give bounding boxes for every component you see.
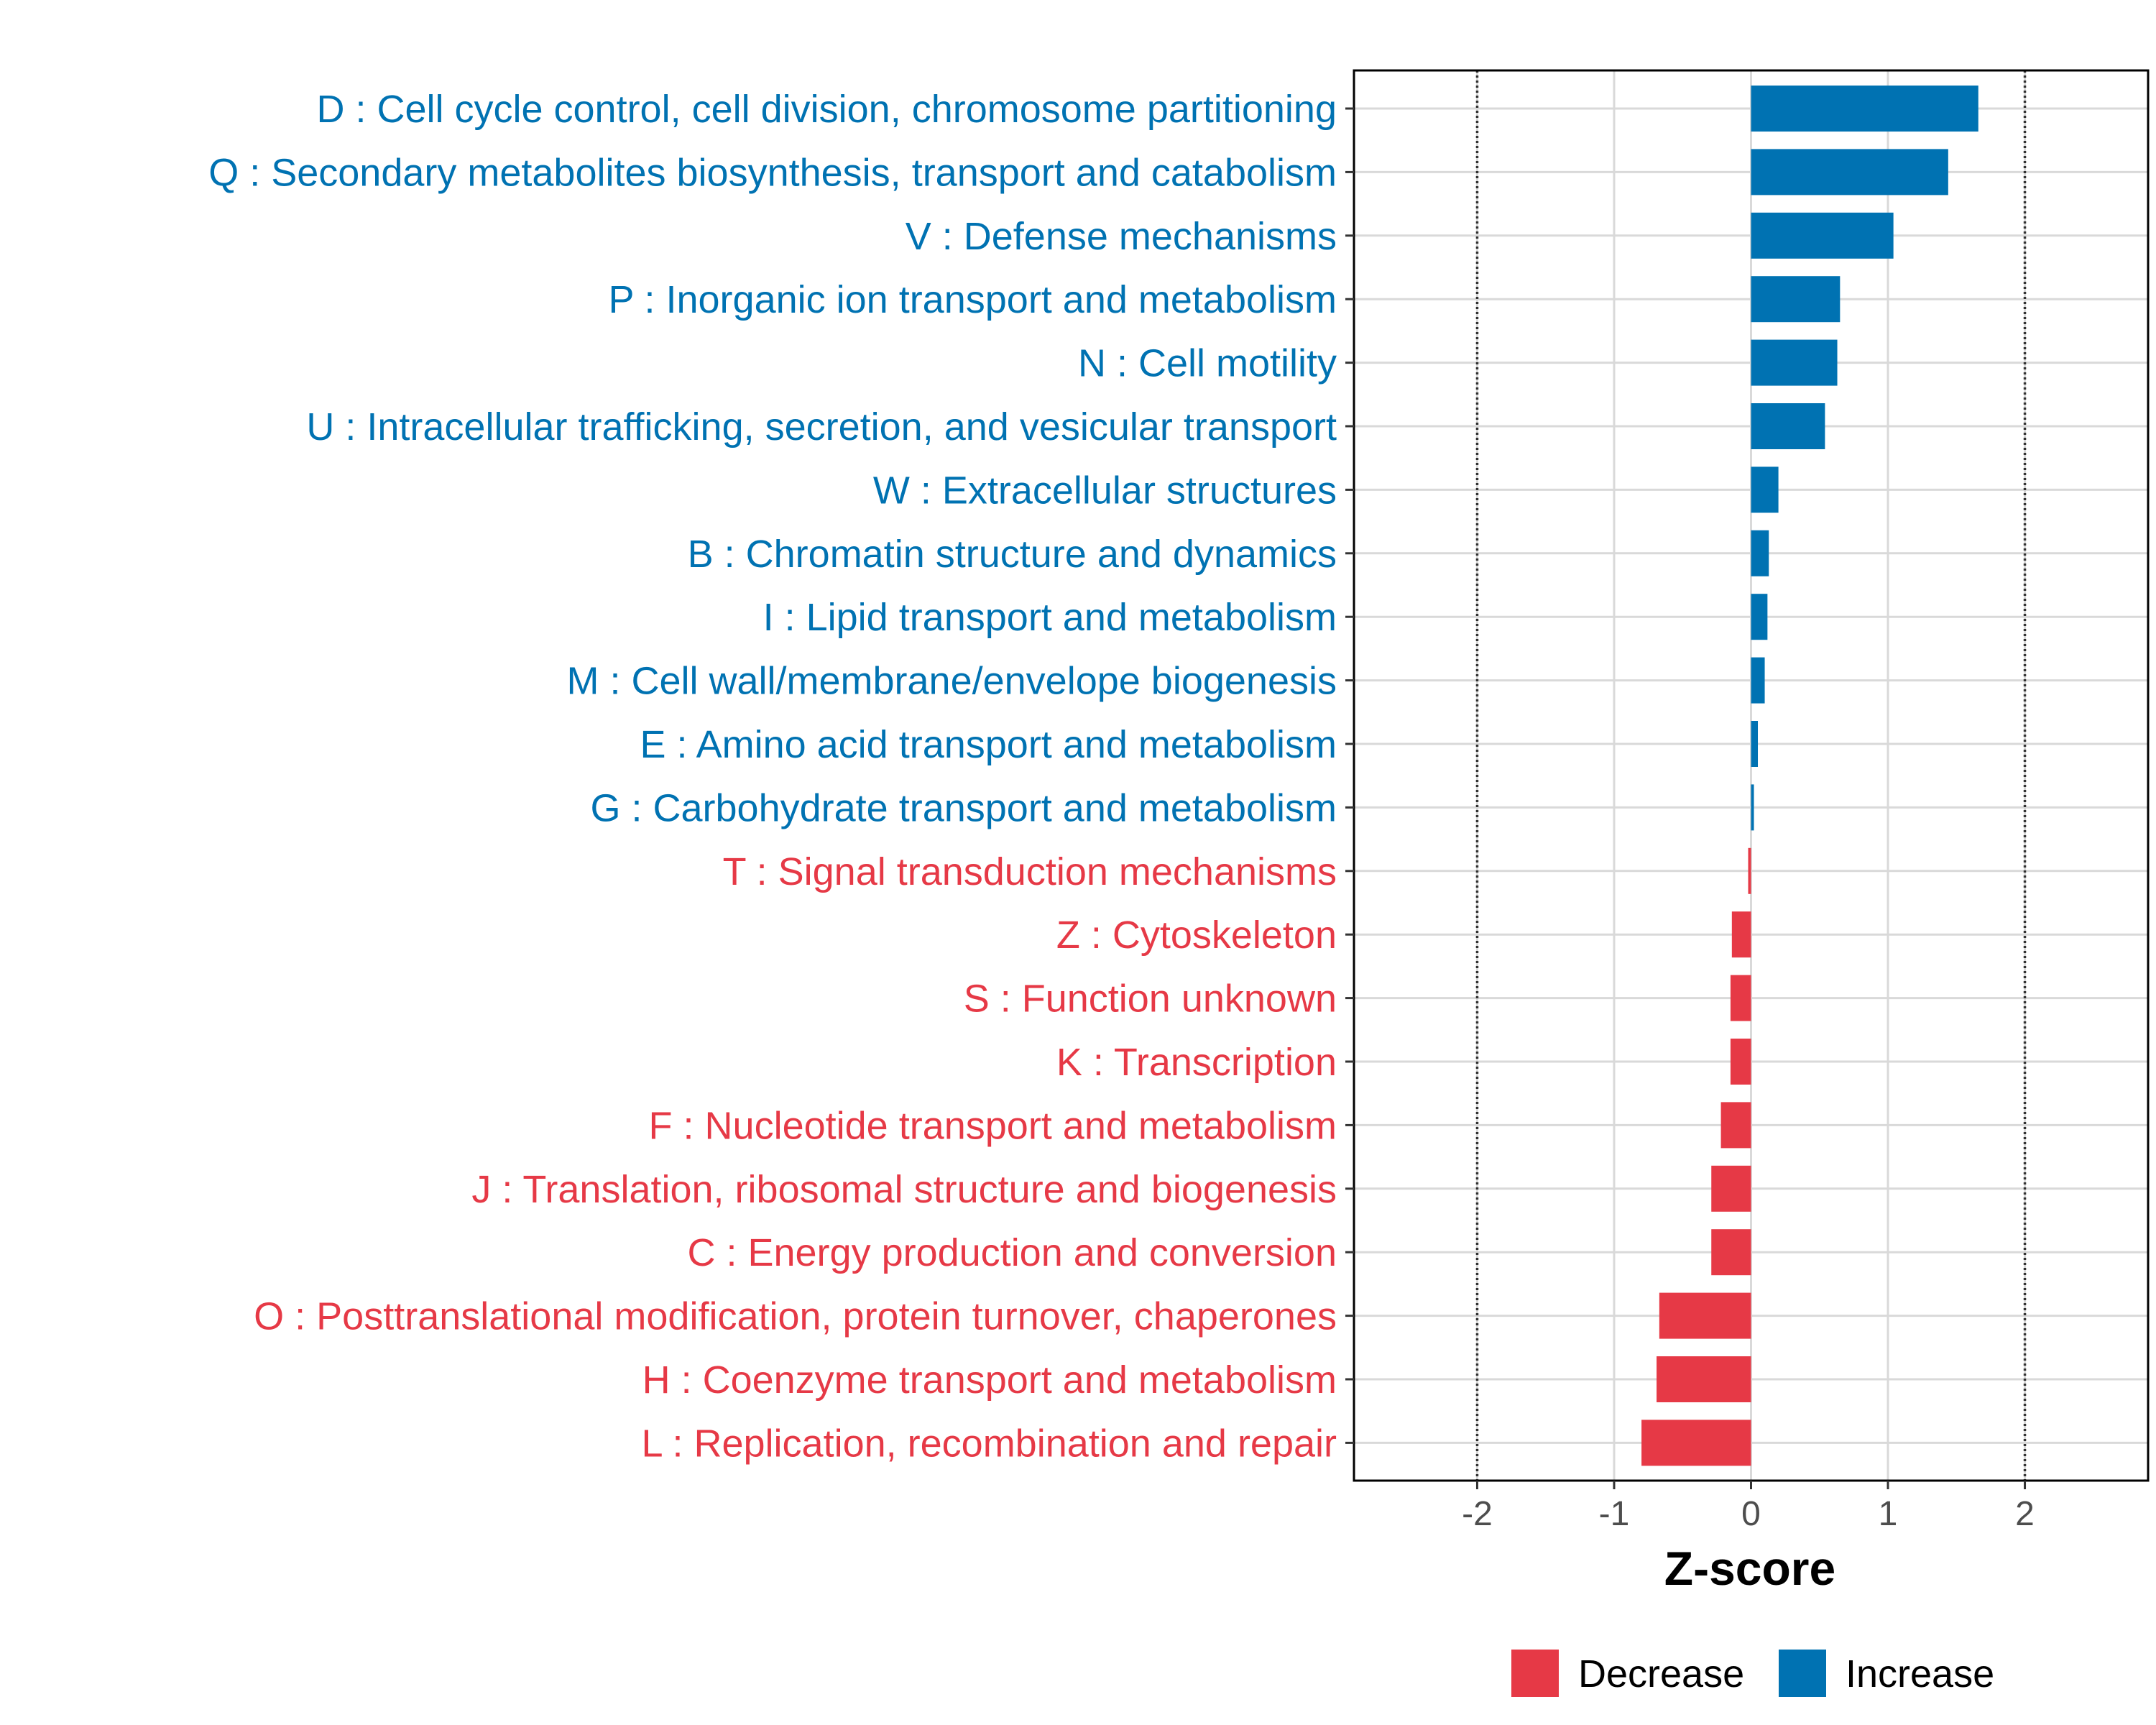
legend-label-increase: Increase <box>1846 1652 1994 1696</box>
category-label-13: Z : Cytoskeleton <box>1056 914 1337 957</box>
x-tick-label-4: 2 <box>2015 1495 2035 1533</box>
bar-0 <box>1751 86 1978 132</box>
category-label-19: O : Posttranslational modification, prot… <box>254 1295 1337 1338</box>
bars <box>1641 86 1978 1466</box>
category-label-14: S : Function unknown <box>964 978 1337 1021</box>
bar-16 <box>1720 1102 1751 1149</box>
category-label-5: U : Intracellular trafficking, secretion… <box>306 405 1337 448</box>
bar-13 <box>1731 911 1751 958</box>
bar-9 <box>1751 657 1765 704</box>
category-label-4: N : Cell motility <box>1078 342 1337 385</box>
bar-10 <box>1751 721 1759 767</box>
legend-swatch-decrease <box>1511 1650 1559 1697</box>
legend-swatch-increase <box>1779 1650 1826 1697</box>
legend: Decrease Increase <box>1511 1650 1994 1697</box>
y-axis-labels: D : Cell cycle control, cell division, c… <box>208 88 1337 1465</box>
category-label-8: I : Lipid transport and metabolism <box>763 596 1337 639</box>
x-tick-label-2: 0 <box>1741 1495 1761 1533</box>
category-label-16: F : Nucleotide transport and metabolism <box>649 1104 1337 1147</box>
bar-12 <box>1748 847 1751 894</box>
bar-11 <box>1751 784 1754 831</box>
bar-17 <box>1711 1165 1751 1212</box>
category-label-10: E : Amino acid transport and metabolism <box>640 723 1337 766</box>
category-label-9: M : Cell wall/membrane/envelope biogenes… <box>566 660 1337 703</box>
bar-2 <box>1751 212 1894 259</box>
x-axis-labels: -2 -1 0 1 2 <box>1462 1495 2035 1533</box>
category-label-0: D : Cell cycle control, cell division, c… <box>316 88 1337 131</box>
bar-1 <box>1751 149 1948 196</box>
category-label-18: C : Energy production and conversion <box>687 1231 1337 1274</box>
reference-lines <box>1475 70 2027 1481</box>
bar-4 <box>1751 339 1838 386</box>
x-tick-label-0: -2 <box>1462 1495 1493 1533</box>
x-tick-label-3: 1 <box>1879 1495 1898 1533</box>
bar-8 <box>1751 594 1768 640</box>
x-axis-title: Z-score <box>1664 1542 1835 1595</box>
category-label-11: G : Carbohydrate transport and metabolis… <box>591 786 1337 829</box>
x-axis-ticks <box>1475 1481 2027 1489</box>
category-label-7: B : Chromatin structure and dynamics <box>688 533 1337 576</box>
bar-6 <box>1751 466 1779 513</box>
bar-18 <box>1711 1229 1751 1276</box>
bar-19 <box>1659 1292 1751 1339</box>
bar-15 <box>1730 1039 1751 1085</box>
category-label-3: P : Inorganic ion transport and metaboli… <box>608 278 1337 321</box>
bar-14 <box>1730 975 1751 1021</box>
category-label-17: J : Translation, ribosomal structure and… <box>471 1168 1337 1211</box>
category-label-15: K : Transcription <box>1056 1041 1337 1084</box>
bar-3 <box>1751 276 1841 323</box>
category-label-21: L : Replication, recombination and repai… <box>641 1422 1337 1465</box>
bar-21 <box>1641 1420 1751 1466</box>
category-label-6: W : Extracellular structures <box>873 469 1337 512</box>
y-axis-ticks <box>1345 107 1354 1444</box>
legend-label-decrease: Decrease <box>1578 1652 1744 1696</box>
category-label-12: T : Signal transduction mechanisms <box>723 850 1337 893</box>
category-label-2: V : Defense mechanisms <box>906 215 1337 258</box>
bar-5 <box>1751 403 1825 449</box>
category-label-20: H : Coenzyme transport and metabolism <box>642 1358 1337 1402</box>
category-label-1: Q : Secondary metabolites biosynthesis, … <box>208 151 1337 194</box>
x-tick-label-1: -1 <box>1599 1495 1630 1533</box>
bar-7 <box>1751 530 1769 576</box>
bar-20 <box>1657 1356 1751 1402</box>
